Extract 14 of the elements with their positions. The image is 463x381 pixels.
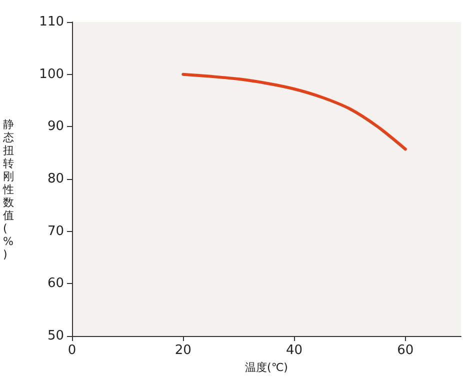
x-axis-title: 温度(℃) [245,360,288,374]
line-series [182,72,407,151]
y-tick-label: 50 [47,328,64,344]
y-tick-label: 100 [39,66,64,82]
x-tick-label: 20 [174,343,192,358]
text: 静态扭转刚性数值(%) [3,118,14,261]
y-tick-label: 60 [47,276,64,292]
y-tick-label: 70 [47,224,64,239]
y-tick-label: 110 [39,14,64,30]
y-tick-label: 80 [47,172,64,186]
x-tick-label: 40 [286,343,303,358]
x-tick-label: 60 [397,343,414,358]
y-tick-label: 90 [47,119,64,134]
x-tick-label: 0 [68,343,76,358]
